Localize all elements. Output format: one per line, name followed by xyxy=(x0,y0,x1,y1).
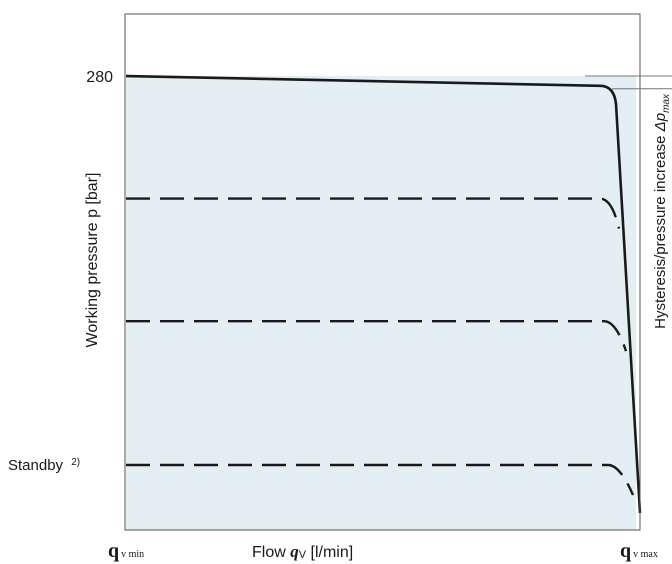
standby-footnote: 2) xyxy=(71,457,80,468)
pressure-curve-4 xyxy=(126,463,635,496)
right-axis-label-symbol: Δp xyxy=(652,113,669,132)
x-axis-label-sub: V xyxy=(299,549,307,561)
curves-group xyxy=(125,74,642,514)
x-tick-min-main: q xyxy=(108,540,119,562)
right-axis-label-sub: max xyxy=(661,93,672,113)
x-axis-label-symbol: q xyxy=(290,542,299,561)
plot-frame xyxy=(124,13,641,531)
right-axis-label: Hysteresis/pressure increase Δpmax xyxy=(652,93,672,329)
right-axis-label-text: Hysteresis/pressure increase xyxy=(652,131,669,329)
y-tick-280: 280 xyxy=(86,69,113,86)
y-tick-standby: Standby 2) xyxy=(8,457,80,474)
x-tick-max-main: q xyxy=(620,540,631,562)
x-axis-label-prefix: Flow xyxy=(252,544,290,561)
operating-area-fill xyxy=(126,76,636,530)
hysteresis-marker xyxy=(585,75,672,90)
x-axis-label: Flow qV [l/min] xyxy=(252,542,353,561)
pressure-curve-1 xyxy=(125,74,642,514)
x-tick-min-sub: v min xyxy=(121,549,144,560)
pressure-curve-2 xyxy=(126,197,621,229)
y-axis-label: Working pressure p [bar] xyxy=(84,173,101,348)
pressure-curve-3 xyxy=(126,319,628,352)
x-axis-label-unit: [l/min] xyxy=(306,544,353,561)
standby-label: Standby xyxy=(8,457,64,474)
x-tick-max-sub: v max xyxy=(633,549,658,560)
